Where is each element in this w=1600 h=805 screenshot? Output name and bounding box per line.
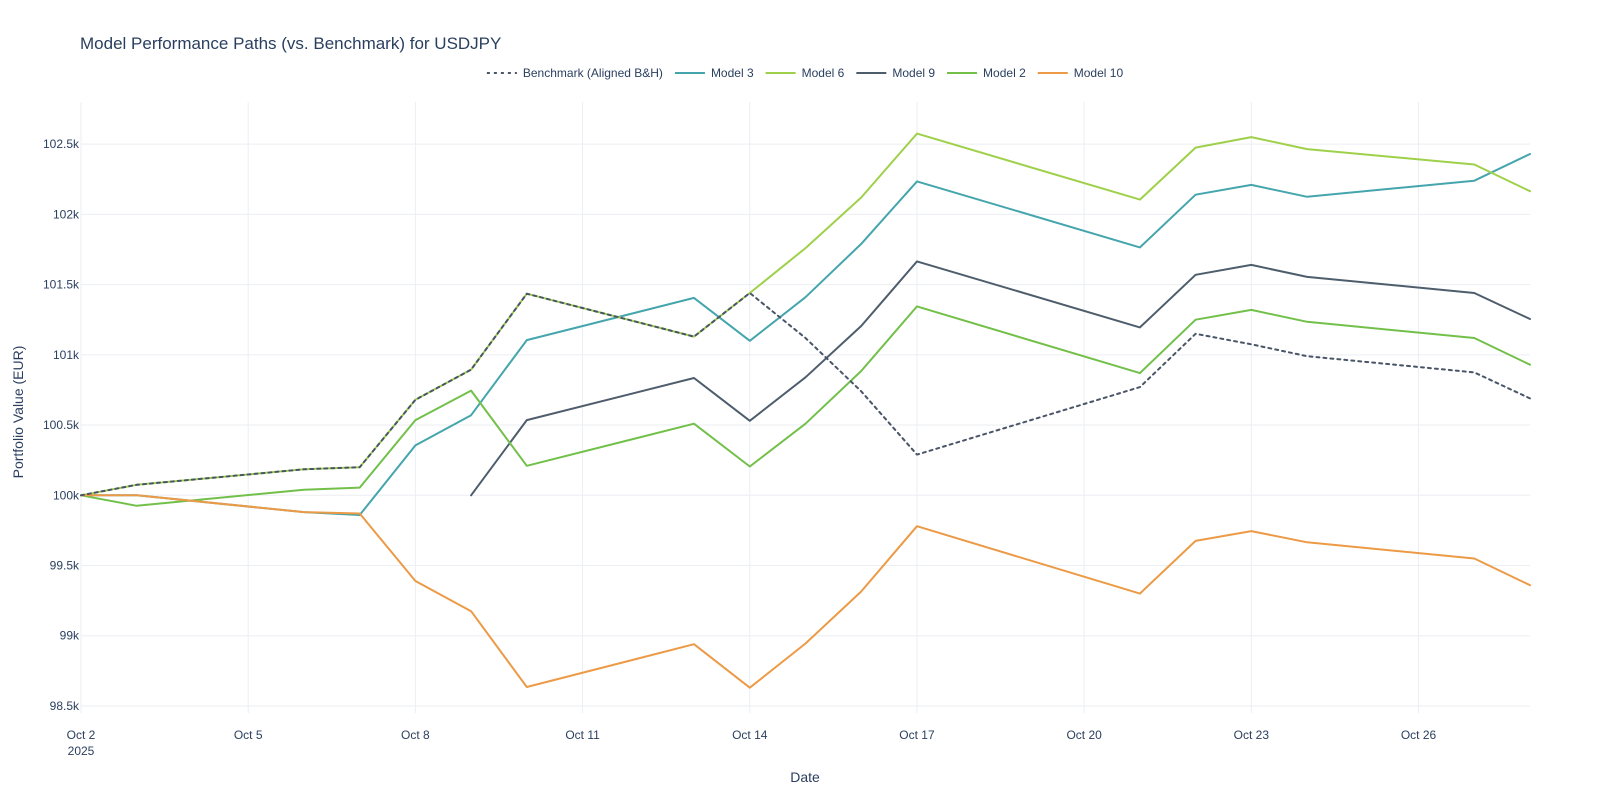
y-tick-label: 99k	[60, 629, 80, 643]
legend-label: Model 10	[1074, 66, 1124, 80]
x-tick-label: Oct 23	[1234, 728, 1270, 742]
y-tick-label: 102k	[53, 207, 80, 221]
y-tick-label: 100k	[53, 488, 80, 502]
y-tick-label: 101k	[53, 348, 80, 362]
series-line-model-10	[80, 494, 1531, 689]
x-tick-label: Oct 5	[234, 728, 263, 742]
legend-item-model-9[interactable]: Model 9	[856, 66, 935, 80]
legend-item-benchmark-aligned-b-h[interactable]: Benchmark (Aligned B&H)	[486, 66, 663, 80]
y-tick-label: 100.5k	[43, 418, 80, 432]
series-line-model-2	[80, 305, 1531, 507]
y-axis-ticks: 98.5k 99k 99.5k 100k 100.5k 101k 101.5k 102k 102…	[43, 137, 80, 713]
x-tick-label: Oct 8	[401, 728, 430, 742]
chart-title: Model Performance Paths (vs. Benchmark) …	[80, 34, 501, 53]
legend-label: Model 2	[983, 66, 1026, 80]
legend-item-model-2[interactable]: Model 2	[947, 66, 1026, 80]
x-tick-label: Oct 2	[67, 728, 96, 742]
legend-item-model-6[interactable]: Model 6	[765, 66, 845, 80]
y-tick-label: 98.5k	[50, 699, 80, 713]
x-tick-label: Oct 14	[732, 728, 768, 742]
legend[interactable]: Benchmark (Aligned B&H) Model 3 Model 6 Mod…	[486, 66, 1124, 80]
y-tick-label: 101.5k	[43, 278, 80, 292]
x-axis-ticks: Oct 2 2025 Oct 5 Oct 8 Oct 11 Oct 14 Oct 17 Oct…	[67, 728, 1437, 758]
x-tick-sublabel: 2025	[68, 744, 95, 758]
legend-label: Model 6	[802, 66, 845, 80]
grid	[80, 102, 1530, 713]
series-line-model-3	[80, 153, 1531, 516]
legend-label: Model 9	[892, 66, 935, 80]
legend-label: Model 3	[711, 66, 754, 80]
series-line-model-6	[80, 132, 1531, 497]
legend-label: Benchmark (Aligned B&H)	[523, 66, 663, 80]
x-axis-label: Date	[790, 769, 820, 785]
legend-item-model-10[interactable]: Model 10	[1037, 66, 1124, 80]
series-line-benchmark-aligned-b-h	[80, 292, 1531, 497]
y-tick-label: 102.5k	[43, 137, 80, 151]
y-axis-label: Portfolio Value (EUR)	[10, 346, 26, 479]
x-tick-label: Oct 26	[1401, 728, 1437, 742]
x-tick-label: Oct 20	[1066, 728, 1102, 742]
x-tick-label: Oct 17	[899, 728, 935, 742]
legend-item-model-3[interactable]: Model 3	[674, 66, 754, 80]
series-line-model-9	[470, 260, 1531, 497]
y-tick-label: 99.5k	[50, 559, 80, 573]
series-lines	[80, 132, 1531, 689]
x-tick-label: Oct 11	[565, 728, 600, 742]
